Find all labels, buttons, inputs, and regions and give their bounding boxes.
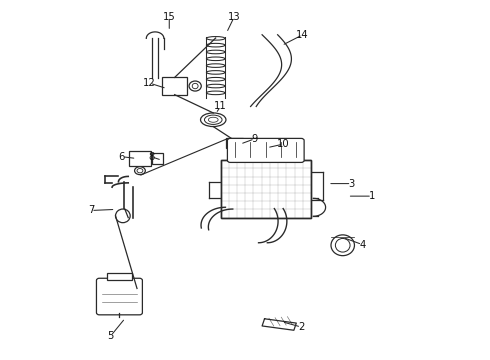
Bar [220, 160, 311, 218]
Text: 7: 7 [88, 206, 94, 216]
Ellipse shape [204, 115, 222, 125]
Ellipse shape [331, 235, 354, 256]
Ellipse shape [189, 81, 201, 91]
Polygon shape [262, 319, 296, 330]
Text: 14: 14 [296, 30, 309, 40]
Text: 8: 8 [148, 152, 154, 162]
Text: 9: 9 [251, 134, 258, 144]
Text: 13: 13 [228, 12, 241, 22]
Text: 4: 4 [359, 239, 366, 249]
Bar [162, 77, 187, 95]
Bar [220, 160, 311, 218]
Bar [226, 138, 243, 148]
Polygon shape [162, 77, 187, 95]
Ellipse shape [116, 209, 130, 223]
Text: 2: 2 [298, 322, 304, 332]
Text: 10: 10 [277, 139, 290, 149]
Bar [152, 153, 163, 164]
FancyBboxPatch shape [227, 138, 304, 162]
Ellipse shape [335, 238, 350, 252]
Text: 1: 1 [369, 191, 375, 201]
Bar [129, 150, 151, 166]
Text: 6: 6 [119, 152, 125, 162]
Text: 15: 15 [163, 12, 175, 22]
Text: 5: 5 [107, 331, 114, 341]
Bar [107, 273, 132, 280]
Ellipse shape [135, 167, 146, 175]
Text: 12: 12 [144, 78, 156, 88]
Ellipse shape [200, 113, 226, 127]
FancyBboxPatch shape [97, 278, 143, 315]
Text: 3: 3 [348, 179, 355, 189]
Text: 11: 11 [214, 102, 227, 112]
